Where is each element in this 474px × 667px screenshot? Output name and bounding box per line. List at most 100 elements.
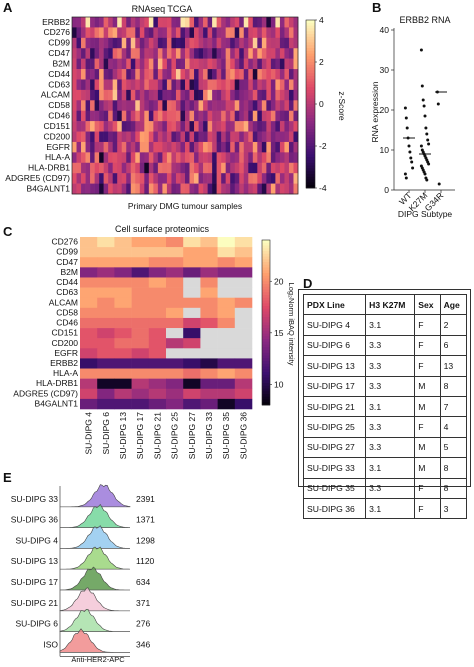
scatter-b-point xyxy=(403,106,407,110)
scatter-b-point xyxy=(422,104,426,108)
heatmap-c-cell xyxy=(148,247,167,258)
heatmap-a-cell xyxy=(148,27,154,39)
heatmap-a-cell xyxy=(166,48,172,59)
colorbar-c-segment xyxy=(262,366,270,370)
heatmap-a-cell xyxy=(266,79,272,91)
heatmap-a-cell xyxy=(207,79,213,91)
heatmap-a-cell xyxy=(189,89,195,101)
heatmap-a-frame xyxy=(71,16,299,195)
pdx-cell-sex: F xyxy=(414,497,441,520)
heatmap-a-cell xyxy=(180,27,186,39)
heatmap-a-cell xyxy=(239,48,245,59)
pdx-table-row: SU-DIPG 21 3.1 M 7 xyxy=(302,395,468,418)
heatmap-a-cell xyxy=(117,131,123,143)
heatmap-a-cell xyxy=(130,37,136,49)
heatmap-a-cell xyxy=(194,17,199,28)
heatmap-a-cell xyxy=(85,131,91,143)
pdx-cell-h3: 3.3 xyxy=(365,375,416,397)
heatmap-a-cell xyxy=(189,110,195,122)
heatmap-c-cell xyxy=(97,358,115,369)
colorbar-a-segment xyxy=(306,67,315,71)
colorbar-c-segment xyxy=(262,303,270,307)
heatmap-a-cell xyxy=(270,110,276,122)
heatmap-a-row-label: ADGRE5 (CD97) xyxy=(5,173,70,183)
colorbar-a-segment xyxy=(306,92,315,96)
heatmap-a-cell xyxy=(212,121,217,132)
heatmap-a-cell xyxy=(189,79,195,91)
heatmap-a-cell xyxy=(157,48,163,59)
heatmap-a-cell xyxy=(198,152,204,164)
colorbar-a-segment xyxy=(306,59,315,63)
pdx-header-line: PDX Line xyxy=(302,293,367,316)
heatmap-a-cell xyxy=(139,69,145,80)
heatmap-a-cell xyxy=(252,48,258,59)
colorbar-c-segment xyxy=(262,399,270,403)
heatmap-a-row-label: HLA-A xyxy=(45,152,70,162)
heatmap-a-cell xyxy=(243,69,249,80)
heatmap-a-cell xyxy=(288,141,294,153)
heatmap-a-cell xyxy=(252,69,258,80)
heatmap-c-cell xyxy=(200,388,218,400)
heatmap-c-cell xyxy=(200,378,218,390)
heatmap-a-cell xyxy=(85,17,91,28)
pdx-table-row: SU-DIPG 27 3.3 M 5 xyxy=(302,436,468,459)
heatmap-a-cell xyxy=(72,79,77,91)
heatmap-a-cell xyxy=(293,173,299,184)
heatmap-c-cell xyxy=(148,297,167,309)
colorbar-c-segment xyxy=(262,311,270,315)
colorbar-a-segment xyxy=(306,81,315,85)
heatmap-a-cell xyxy=(234,79,240,91)
heatmap-c-row-label: CD200 xyxy=(52,338,79,348)
heatmap-c-cell xyxy=(114,328,132,339)
heatmap-a-cell xyxy=(288,183,294,195)
heatmap-a-cell xyxy=(207,69,213,80)
heatmap-a-cell xyxy=(203,173,208,184)
heatmap-a-cell xyxy=(221,69,226,80)
heatmap-c-cell xyxy=(234,348,253,359)
pdx-cell-sex: F xyxy=(414,334,441,357)
scatter-b-point xyxy=(425,178,429,182)
heatmap-a-cell xyxy=(148,141,154,153)
heatmap-a-cell xyxy=(198,89,204,101)
heatmap-a-cell xyxy=(108,69,113,80)
heatmap-a-xlabel: Primary DMG tumour samples xyxy=(128,201,242,211)
heatmap-c-cell xyxy=(97,237,115,248)
heatmap-a-cell xyxy=(266,110,272,122)
colorbar-a-segment xyxy=(306,73,315,77)
heatmap-a-cell xyxy=(198,100,204,112)
heatmap-c-cell xyxy=(80,247,98,258)
heatmap-a-cell xyxy=(162,37,168,49)
heatmap-c-cell xyxy=(166,358,184,369)
heatmap-a-cell xyxy=(112,48,118,59)
heatmap-a-cell xyxy=(230,110,236,122)
heatmap-a-cell xyxy=(216,79,222,91)
heatmap-a-cell xyxy=(162,183,168,195)
heatmap-a-cell xyxy=(139,173,145,184)
heatmap-a-cell xyxy=(76,110,82,122)
heatmap-a-cell xyxy=(94,69,100,80)
heatmap-a-cell xyxy=(279,79,285,91)
heatmap-a-cell xyxy=(239,131,245,143)
heatmap-a-cell xyxy=(270,27,276,39)
panel-e: E SU-DIPG 33 2391 SU-DIPG 36 1371 SU-DIPG 4 1… xyxy=(3,470,155,664)
colorbar-a-segment xyxy=(306,137,315,141)
colorbar-c-segment xyxy=(262,352,270,356)
heatmap-c-cell xyxy=(114,307,132,319)
heatmap-a-cell xyxy=(148,110,154,122)
colorbar-c-tick-label: 10 xyxy=(274,379,284,389)
heatmap-c-cell xyxy=(114,358,132,369)
heatmap-a-cell xyxy=(85,58,91,70)
heatmap-a-cell xyxy=(279,27,285,39)
heatmap-a-cell xyxy=(85,37,91,49)
heatmap-a-row-label: CD46 xyxy=(48,111,70,121)
heatmap-a-cell xyxy=(121,152,127,164)
heatmap-a-cell xyxy=(284,48,290,59)
colorbar-c-segment xyxy=(262,319,270,323)
heatmap-c-row-label: HLA-A xyxy=(53,368,78,378)
heatmap-a-cell xyxy=(288,121,294,132)
heatmap-c-cell xyxy=(234,267,253,278)
heatmap-a-cell xyxy=(248,183,254,195)
heatmap-a-cell xyxy=(121,121,127,132)
heatmap-a-cell xyxy=(76,27,82,39)
heatmap-a-cell xyxy=(153,152,159,164)
